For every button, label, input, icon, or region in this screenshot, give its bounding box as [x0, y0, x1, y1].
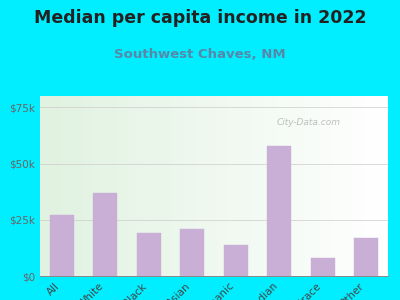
Bar — [93, 193, 117, 276]
Bar — [354, 238, 378, 276]
Text: Median per capita income in 2022: Median per capita income in 2022 — [34, 9, 366, 27]
Text: Southwest Chaves, NM: Southwest Chaves, NM — [114, 48, 286, 61]
Bar — [224, 244, 248, 276]
Bar — [180, 229, 204, 276]
Bar — [50, 215, 74, 276]
Bar — [311, 258, 335, 276]
Bar — [267, 146, 291, 276]
Bar — [137, 233, 161, 276]
Text: City-Data.com: City-Data.com — [277, 118, 341, 127]
